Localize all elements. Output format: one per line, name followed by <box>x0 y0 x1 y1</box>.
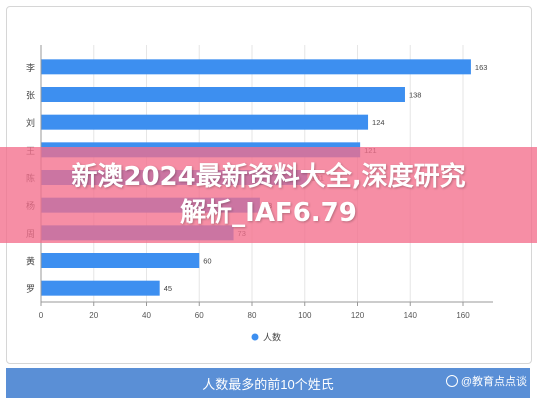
value-label: 60 <box>203 257 211 266</box>
bar <box>41 59 471 75</box>
x-tick-label: 0 <box>39 311 44 320</box>
x-tick-label: 60 <box>195 311 204 320</box>
bar <box>41 280 160 296</box>
chart-caption: 人数最多的前10个姓氏 <box>6 368 530 398</box>
x-tick-label: 140 <box>404 311 418 320</box>
category-label: 刘 <box>26 117 35 129</box>
bar <box>41 253 200 268</box>
x-tick-label: 20 <box>89 311 98 320</box>
watermark: @教育点点谈 <box>445 373 527 389</box>
bar <box>41 114 369 130</box>
legend-marker <box>251 333 259 341</box>
x-tick-label: 160 <box>456 311 470 320</box>
value-label: 124 <box>372 118 385 127</box>
x-tick-label: 40 <box>142 311 151 320</box>
banner-title-line1: 新澳2024最新资料大全,深度研究 <box>71 162 466 192</box>
legend: 人数 <box>251 332 281 344</box>
category-label: 罗 <box>26 284 35 295</box>
bar <box>41 87 405 102</box>
category-label: 张 <box>26 91 35 102</box>
x-tick-label: 100 <box>298 311 312 320</box>
x-tick-label: 80 <box>248 311 257 320</box>
title-banner: 新澳2024最新资料大全,深度研究 解析_IAF6.79 <box>0 147 537 243</box>
watermark-logo-icon <box>445 375 458 387</box>
value-label: 138 <box>409 91 422 100</box>
value-label: 163 <box>475 63 488 72</box>
category-label: 黄 <box>26 256 35 268</box>
x-tick-label: 120 <box>351 311 365 320</box>
legend-label: 人数 <box>263 332 281 344</box>
category-label: 李 <box>26 62 35 74</box>
watermark-text: @教育点点谈 <box>460 376 527 388</box>
banner-title-line2: 解析_IAF6.79 <box>180 198 357 228</box>
value-label: 45 <box>164 284 172 293</box>
